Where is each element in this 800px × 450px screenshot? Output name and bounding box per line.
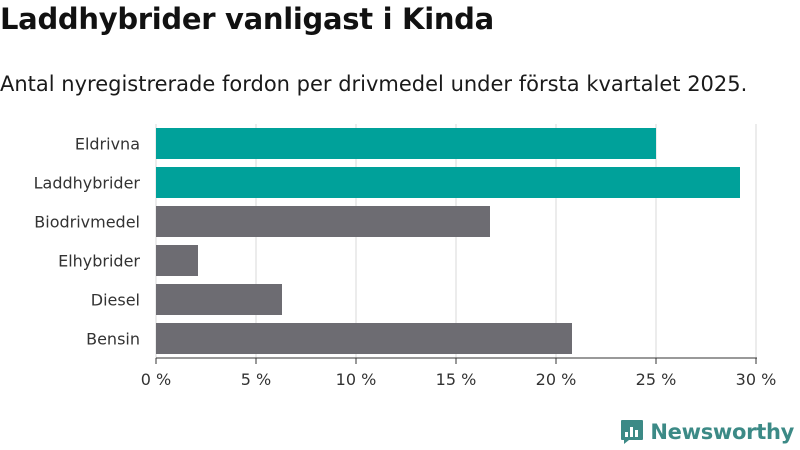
bar-eldrivna[interactable] — [156, 128, 656, 159]
category-label: Laddhybrider — [34, 174, 141, 193]
bar-elhybrider[interactable] — [156, 245, 198, 276]
x-tick-label: 25 % — [636, 370, 677, 389]
x-tick-label: 5 % — [241, 370, 271, 389]
newsworthy-logo-icon — [621, 420, 644, 444]
brand-name: Newsworthy — [650, 420, 794, 444]
category-label: Diesel — [91, 291, 140, 310]
bar-bensin[interactable] — [156, 323, 572, 354]
chart-subtitle: Antal nyregistrerade fordon per drivmede… — [0, 72, 748, 96]
brand-logo: Newsworthy — [620, 419, 794, 445]
x-tick-label: 30 % — [736, 370, 777, 389]
category-label: Elhybrider — [58, 252, 140, 271]
chart-title: Laddhybrider vanligast i Kinda — [0, 2, 494, 36]
category-label: Eldrivna — [75, 135, 140, 154]
x-tick-label: 0 % — [141, 370, 171, 389]
x-tick-label: 10 % — [336, 370, 377, 389]
bar-chart: 0 % 5 % 10 % 15 % 20 % 25 % 30 % Eldrivna Laddhy… — [34, 124, 777, 389]
bar-diesel[interactable] — [156, 284, 282, 315]
x-tick-label: 15 % — [436, 370, 477, 389]
bar-biodrivmedel[interactable] — [156, 206, 490, 237]
x-tick-label: 20 % — [536, 370, 577, 389]
category-label: Bensin — [86, 330, 140, 349]
bar-laddhybrider[interactable] — [156, 167, 740, 198]
category-label: Biodrivmedel — [34, 213, 140, 232]
